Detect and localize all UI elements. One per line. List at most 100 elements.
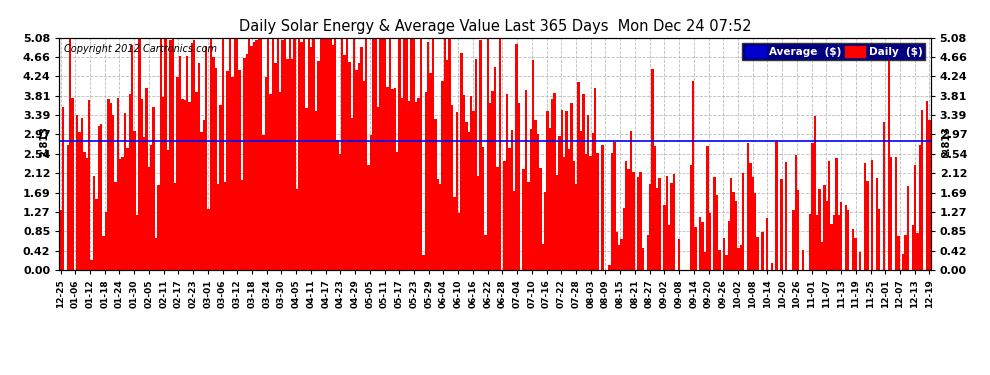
Bar	[472, 111, 475, 270]
Bar	[236, 38, 239, 270]
Bar	[460, 53, 462, 270]
Bar	[515, 44, 518, 270]
Bar	[374, 38, 377, 270]
Bar	[465, 122, 467, 270]
Bar	[580, 130, 582, 270]
Bar	[129, 93, 131, 270]
Bar	[670, 183, 673, 270]
Bar	[200, 132, 203, 270]
Bar	[337, 140, 339, 270]
Bar	[391, 89, 394, 270]
Legend: Average  ($), Daily  ($): Average ($), Daily ($)	[742, 43, 926, 60]
Bar	[220, 105, 222, 270]
Bar	[71, 98, 73, 270]
Bar	[902, 254, 904, 270]
Bar	[298, 38, 301, 270]
Bar	[377, 108, 379, 270]
Bar	[408, 101, 410, 270]
Bar	[98, 126, 100, 270]
Bar	[446, 60, 448, 270]
Bar	[917, 233, 919, 270]
Bar	[346, 38, 348, 270]
Bar	[293, 38, 296, 270]
Bar	[191, 43, 193, 270]
Bar	[322, 38, 325, 270]
Bar	[365, 38, 367, 270]
Bar	[317, 60, 320, 270]
Bar	[833, 214, 836, 270]
Bar	[150, 145, 152, 270]
Bar	[609, 265, 611, 270]
Bar	[122, 158, 124, 270]
Bar	[530, 129, 532, 270]
Bar	[555, 176, 558, 270]
Bar	[86, 158, 88, 270]
Bar	[455, 112, 458, 270]
Bar	[709, 213, 711, 270]
Bar	[511, 130, 513, 270]
Bar	[770, 263, 773, 270]
Bar	[489, 103, 491, 270]
Bar	[264, 77, 267, 270]
Bar	[442, 81, 444, 270]
Title: Daily Solar Energy & Average Value Last 365 Days  Mon Dec 24 07:52: Daily Solar Energy & Average Value Last …	[239, 18, 751, 33]
Bar	[878, 209, 880, 270]
Bar	[506, 94, 508, 270]
Bar	[540, 168, 542, 270]
Bar	[462, 95, 465, 270]
Bar	[179, 56, 181, 270]
Bar	[625, 161, 628, 270]
Bar	[360, 47, 362, 270]
Bar	[303, 38, 305, 270]
Bar	[427, 42, 430, 270]
Bar	[435, 119, 437, 270]
Bar	[904, 236, 907, 270]
Bar	[537, 134, 540, 270]
Bar	[186, 56, 188, 270]
Bar	[61, 107, 64, 270]
Bar	[281, 40, 284, 270]
Bar	[430, 73, 432, 270]
Bar	[871, 160, 873, 270]
Bar	[499, 38, 501, 270]
Bar	[582, 94, 584, 270]
Bar	[919, 145, 921, 270]
Bar	[811, 143, 814, 270]
Bar	[176, 77, 179, 270]
Bar	[310, 48, 313, 270]
Bar	[386, 87, 389, 270]
Bar	[244, 58, 246, 270]
Bar	[535, 120, 537, 270]
Bar	[831, 224, 833, 270]
Bar	[344, 55, 346, 270]
Bar	[286, 58, 288, 270]
Bar	[819, 189, 821, 270]
Bar	[139, 38, 141, 270]
Bar	[422, 255, 425, 270]
Bar	[288, 38, 291, 270]
Bar	[357, 63, 360, 270]
Bar	[470, 96, 472, 270]
Bar	[274, 63, 276, 270]
Bar	[127, 148, 129, 270]
Bar	[821, 242, 824, 270]
Bar	[766, 219, 768, 270]
Bar	[329, 38, 332, 270]
Bar	[551, 99, 553, 270]
Bar	[637, 177, 640, 270]
Text: 2.813: 2.813	[39, 126, 49, 157]
Bar	[246, 54, 248, 270]
Bar	[814, 116, 816, 270]
Bar	[775, 141, 778, 270]
Bar	[797, 190, 799, 270]
Bar	[413, 38, 415, 270]
Bar	[494, 67, 496, 270]
Bar	[327, 38, 329, 270]
Bar	[742, 173, 744, 270]
Bar	[802, 250, 804, 270]
Bar	[596, 153, 599, 270]
Bar	[749, 163, 751, 270]
Bar	[166, 150, 169, 270]
Bar	[313, 38, 315, 270]
Bar	[546, 111, 548, 270]
